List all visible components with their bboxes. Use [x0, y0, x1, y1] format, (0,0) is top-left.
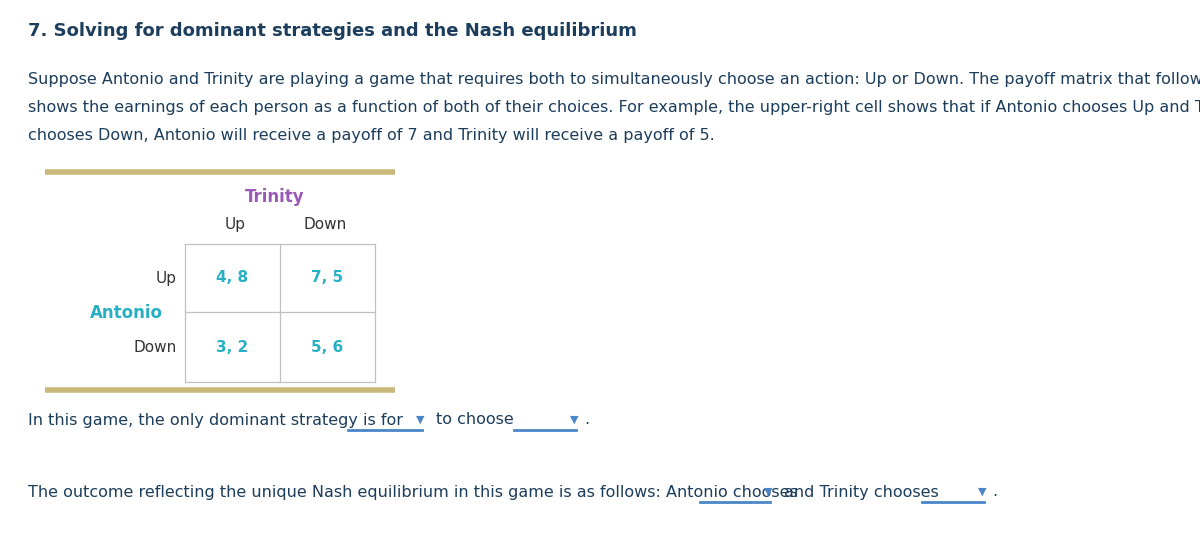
Text: ▼: ▼	[763, 487, 773, 497]
Text: Up: Up	[224, 217, 246, 232]
Text: .: .	[992, 485, 997, 500]
Text: and Trinity chooses: and Trinity chooses	[784, 485, 938, 500]
Text: Trinity: Trinity	[245, 188, 305, 206]
Text: 7, 5: 7, 5	[312, 271, 343, 286]
Text: .: .	[584, 412, 589, 427]
Text: 7. Solving for dominant strategies and the Nash equilibrium: 7. Solving for dominant strategies and t…	[28, 22, 637, 40]
Text: 5, 6: 5, 6	[311, 340, 343, 355]
Text: ▼: ▼	[570, 415, 578, 425]
Text: to choose: to choose	[436, 412, 514, 427]
Text: ▼: ▼	[415, 415, 425, 425]
Text: chooses Down, Antonio will receive a payoff of 7 and Trinity will receive a payo: chooses Down, Antonio will receive a pay…	[28, 128, 715, 143]
Text: 4, 8: 4, 8	[216, 271, 248, 286]
Text: In this game, the only dominant strategy is for: In this game, the only dominant strategy…	[28, 412, 403, 427]
Text: Suppose Antonio and Trinity are playing a game that requires both to simultaneou: Suppose Antonio and Trinity are playing …	[28, 72, 1200, 87]
Text: Down: Down	[304, 217, 347, 232]
Text: The outcome reflecting the unique Nash equilibrium in this game is as follows: A: The outcome reflecting the unique Nash e…	[28, 485, 798, 500]
Text: Down: Down	[133, 340, 178, 355]
Text: ▼: ▼	[978, 487, 986, 497]
Text: Antonio: Antonio	[90, 304, 163, 322]
Text: 3, 2: 3, 2	[216, 340, 248, 355]
Text: shows the earnings of each person as a function of both of their choices. For ex: shows the earnings of each person as a f…	[28, 100, 1200, 115]
Text: Up: Up	[156, 271, 178, 286]
